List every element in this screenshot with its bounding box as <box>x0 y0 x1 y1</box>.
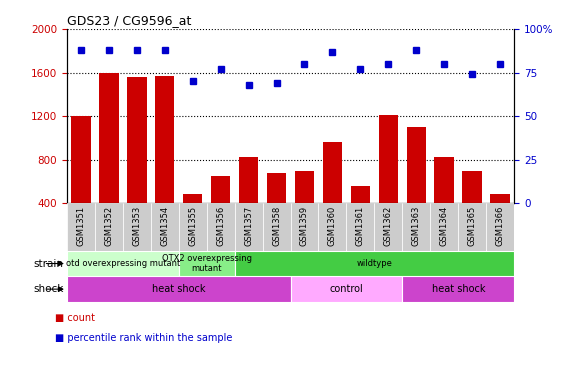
Bar <box>267 173 286 203</box>
Bar <box>318 203 346 251</box>
Bar <box>263 203 290 251</box>
Bar <box>374 203 403 251</box>
Text: GSM1366: GSM1366 <box>496 206 505 246</box>
Text: OTX2 overexpressing
mutant: OTX2 overexpressing mutant <box>162 254 252 273</box>
Bar <box>350 186 370 203</box>
Text: wildtype: wildtype <box>357 259 392 268</box>
Bar <box>207 203 235 251</box>
Bar <box>435 157 454 203</box>
Bar <box>322 142 342 203</box>
Text: control: control <box>329 284 363 294</box>
Text: heat shock: heat shock <box>152 284 206 294</box>
Text: ■ percentile rank within the sample: ■ percentile rank within the sample <box>55 333 232 343</box>
Text: shock: shock <box>34 284 64 294</box>
Text: GSM1355: GSM1355 <box>188 206 197 246</box>
Bar <box>346 203 374 251</box>
Text: GSM1356: GSM1356 <box>216 206 225 246</box>
Text: GSM1359: GSM1359 <box>300 206 309 246</box>
Text: GSM1354: GSM1354 <box>160 206 169 246</box>
Bar <box>486 203 514 251</box>
Bar <box>458 203 486 251</box>
Bar <box>407 127 426 203</box>
Bar <box>71 116 91 203</box>
Text: GSM1358: GSM1358 <box>272 206 281 246</box>
Text: GSM1362: GSM1362 <box>384 206 393 246</box>
Bar <box>211 176 231 203</box>
Text: GSM1365: GSM1365 <box>468 206 477 246</box>
Text: ■ count: ■ count <box>55 313 95 323</box>
Bar <box>235 203 263 251</box>
Bar <box>67 251 179 276</box>
Bar <box>490 194 510 203</box>
Bar <box>123 203 150 251</box>
Bar <box>179 203 207 251</box>
Bar <box>379 115 398 203</box>
Bar <box>183 194 202 203</box>
Bar <box>290 276 403 302</box>
Bar <box>239 157 259 203</box>
Text: GSM1361: GSM1361 <box>356 206 365 246</box>
Text: GSM1363: GSM1363 <box>412 206 421 246</box>
Bar <box>67 276 290 302</box>
Bar <box>290 203 318 251</box>
Bar <box>431 203 458 251</box>
Text: GSM1353: GSM1353 <box>132 206 141 246</box>
Text: GSM1364: GSM1364 <box>440 206 449 246</box>
Bar <box>235 251 514 276</box>
Bar <box>462 171 482 203</box>
Text: GSM1360: GSM1360 <box>328 206 337 246</box>
Bar <box>150 203 179 251</box>
Text: GDS23 / CG9596_at: GDS23 / CG9596_at <box>67 14 191 27</box>
Bar <box>403 276 514 302</box>
Text: GSM1351: GSM1351 <box>76 206 85 246</box>
Text: heat shock: heat shock <box>432 284 485 294</box>
Bar <box>295 171 314 203</box>
Bar <box>179 251 235 276</box>
Bar <box>403 203 431 251</box>
Text: strain: strain <box>34 258 64 269</box>
Text: otd overexpressing mutant: otd overexpressing mutant <box>66 259 180 268</box>
Bar <box>95 203 123 251</box>
Bar <box>67 203 95 251</box>
Bar <box>99 73 119 203</box>
Text: GSM1357: GSM1357 <box>244 206 253 246</box>
Bar <box>155 76 174 203</box>
Bar <box>127 77 146 203</box>
Text: GSM1352: GSM1352 <box>104 206 113 246</box>
